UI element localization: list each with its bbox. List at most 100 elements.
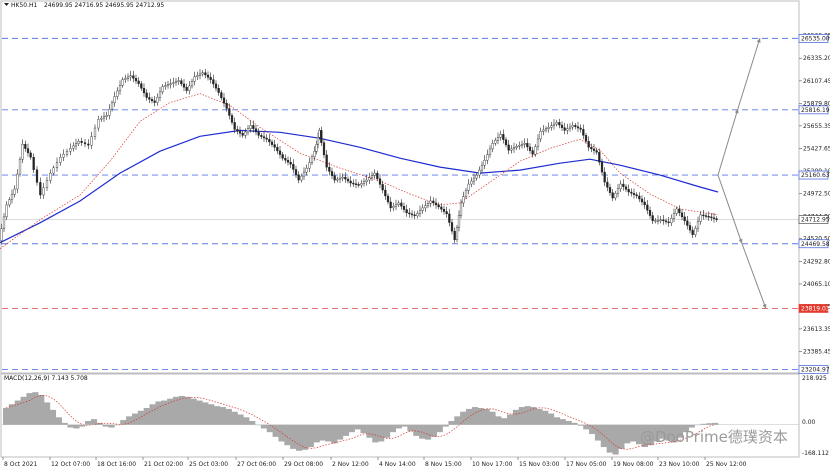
symbol-label: HK50.H1 — [11, 2, 38, 9]
candle-body — [289, 161, 292, 165]
candle-body — [102, 116, 106, 119]
candle-body — [35, 169, 39, 183]
macd-label: MACD(12,26,9) 7.143 5.708 — [4, 375, 88, 382]
macd-bar — [372, 424, 379, 443]
macd-bar — [413, 424, 420, 436]
candle-body — [328, 166, 331, 172]
candle-body — [457, 215, 461, 228]
macd-bar — [635, 424, 643, 445]
candle-body — [262, 136, 266, 139]
candle-body — [121, 79, 124, 86]
candle-body — [124, 78, 127, 80]
price-tick-label: 24065.10 — [803, 281, 830, 288]
macd-bar — [172, 396, 180, 425]
projection-arrow — [737, 37, 761, 109]
macd-bar — [565, 421, 572, 425]
candle-body — [702, 214, 705, 217]
candle-body — [100, 117, 103, 120]
macd-bar — [395, 424, 402, 429]
symbol-dropdown-icon[interactable] — [4, 3, 9, 6]
candle-body — [368, 177, 371, 181]
candle-body — [18, 158, 22, 175]
candle-body — [376, 172, 379, 179]
macd-bar — [108, 424, 115, 428]
macd-bar — [630, 424, 637, 442]
candle-body — [654, 220, 657, 222]
candle-body — [421, 207, 424, 211]
candle-body — [384, 189, 387, 197]
candle-body — [571, 125, 574, 128]
macd-bar — [301, 424, 309, 450]
candle-body — [292, 163, 295, 170]
macd-bar — [225, 408, 232, 425]
candle-body — [276, 147, 279, 152]
candle-body — [156, 97, 159, 103]
candle-body — [640, 198, 644, 203]
candle-body — [32, 156, 35, 170]
candle-body — [212, 79, 215, 85]
level-tag-label: 23819.03 — [801, 305, 830, 312]
candle-body — [150, 98, 154, 102]
candle-body — [563, 127, 566, 131]
macd-bar — [571, 422, 578, 425]
price-tick-label: 25655.35 — [803, 123, 830, 130]
candle-body — [370, 175, 374, 178]
macd-bar — [313, 424, 320, 443]
macd-bar — [712, 422, 719, 425]
candle-body — [416, 213, 419, 217]
candle-body — [694, 227, 697, 235]
candle-body — [606, 181, 609, 188]
candle-body — [188, 85, 191, 91]
candle-body — [440, 206, 443, 210]
macd-bar — [90, 419, 98, 425]
candle-body — [246, 128, 250, 133]
candle-body — [397, 202, 400, 205]
candle-body — [619, 183, 622, 189]
macd-axis-bottom: -168.112 — [802, 450, 829, 457]
watermark: @DooPrime德璞资本 — [640, 428, 788, 446]
projection-arrowhead — [738, 238, 743, 244]
candle-body — [552, 123, 556, 126]
macd-histogram — [2, 392, 799, 455]
price-tick-label: 26335.20 — [803, 55, 830, 62]
macd-bar — [190, 398, 197, 425]
candle-body — [531, 150, 534, 155]
candle-body — [182, 83, 186, 88]
candle-body — [536, 138, 540, 147]
candle-body — [712, 217, 716, 219]
macd-bar — [49, 409, 57, 425]
price-tick-label: 24520.50 — [803, 236, 830, 243]
macd-bar — [231, 411, 238, 425]
candle-body — [39, 182, 42, 196]
candle-body — [341, 176, 344, 179]
candle-body — [228, 108, 231, 116]
time-tick-label: 25 Nov 12:00 — [706, 461, 747, 468]
fast-moving-average — [0, 93, 719, 249]
macd-bar — [243, 417, 250, 425]
macd-bar — [79, 424, 86, 427]
candle-body — [13, 188, 16, 195]
candle-body — [558, 122, 561, 126]
candle-body — [236, 129, 239, 132]
candle-body — [459, 202, 463, 216]
level-tag-label: 23204.97 — [801, 367, 830, 374]
candle-body — [196, 75, 199, 77]
candle-body — [635, 194, 638, 197]
candle-body — [62, 154, 65, 158]
candle-body — [29, 152, 32, 158]
macd-bar — [249, 421, 256, 425]
candle-body — [77, 141, 80, 144]
candle-body — [555, 122, 558, 125]
macd-bar — [407, 424, 414, 432]
candle-body — [478, 169, 481, 176]
candle-body — [45, 180, 49, 188]
macd-bar — [483, 408, 490, 425]
level-tag — [798, 365, 829, 374]
candle-body — [662, 219, 665, 222]
macd-bar — [102, 424, 109, 427]
macd-bar — [32, 392, 39, 425]
candle-body — [442, 209, 446, 212]
candle-body — [252, 125, 255, 129]
candle-body — [26, 148, 30, 154]
